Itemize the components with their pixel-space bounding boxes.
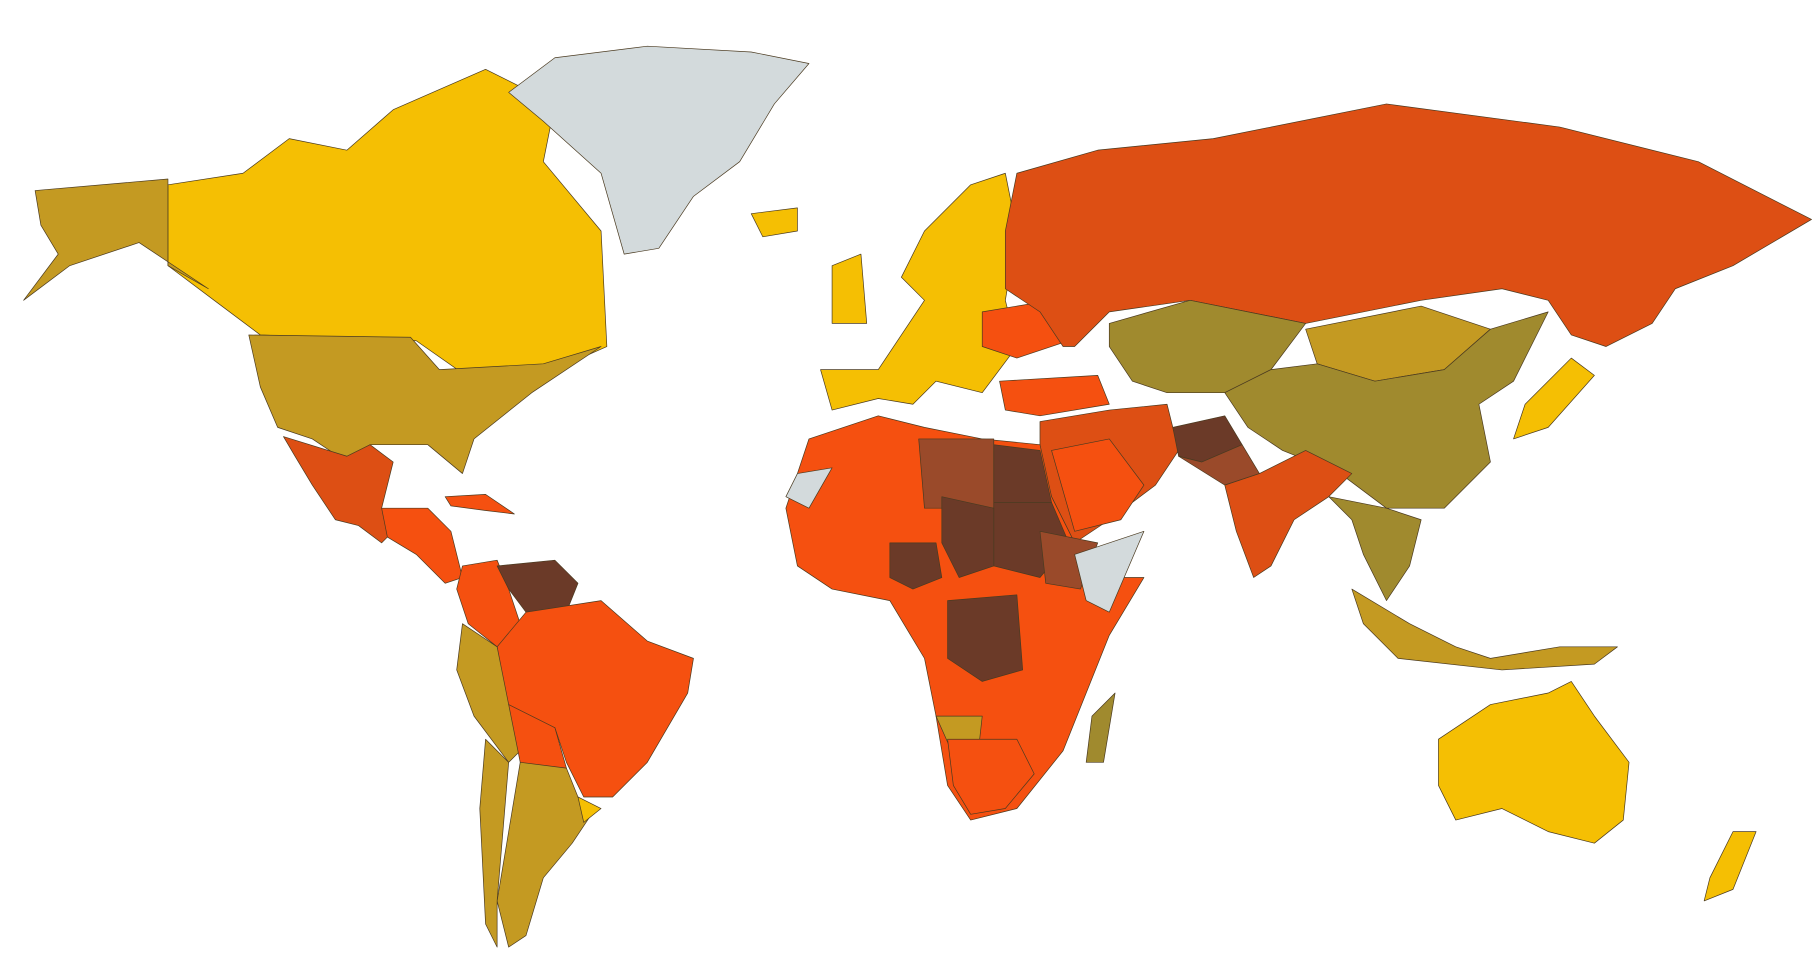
new-zealand	[1703, 831, 1757, 902]
chad	[941, 496, 995, 578]
russia	[1004, 103, 1812, 347]
pakistan	[1178, 444, 1260, 486]
dr-congo	[947, 594, 1024, 682]
alaska	[23, 178, 209, 301]
japan	[1513, 357, 1595, 440]
cuba	[444, 494, 515, 515]
saudi-arabia	[1051, 438, 1145, 532]
south-africa	[947, 738, 1035, 815]
australia	[1438, 681, 1630, 844]
uk	[831, 253, 868, 324]
india	[1224, 450, 1353, 578]
canada	[167, 68, 608, 382]
iceland	[750, 207, 798, 238]
southeast-asia	[1328, 496, 1422, 601]
argentina	[496, 761, 596, 948]
western-sahara	[785, 467, 833, 509]
central-america	[381, 507, 463, 584]
usa	[248, 334, 602, 474]
chile	[479, 738, 510, 948]
greenland	[508, 45, 810, 255]
uruguay	[577, 796, 602, 823]
turkey	[999, 375, 1110, 417]
libya	[918, 438, 995, 509]
nigeria	[889, 542, 943, 590]
somalia	[1074, 530, 1145, 613]
madagascar	[1085, 692, 1116, 763]
indonesia	[1351, 588, 1618, 671]
